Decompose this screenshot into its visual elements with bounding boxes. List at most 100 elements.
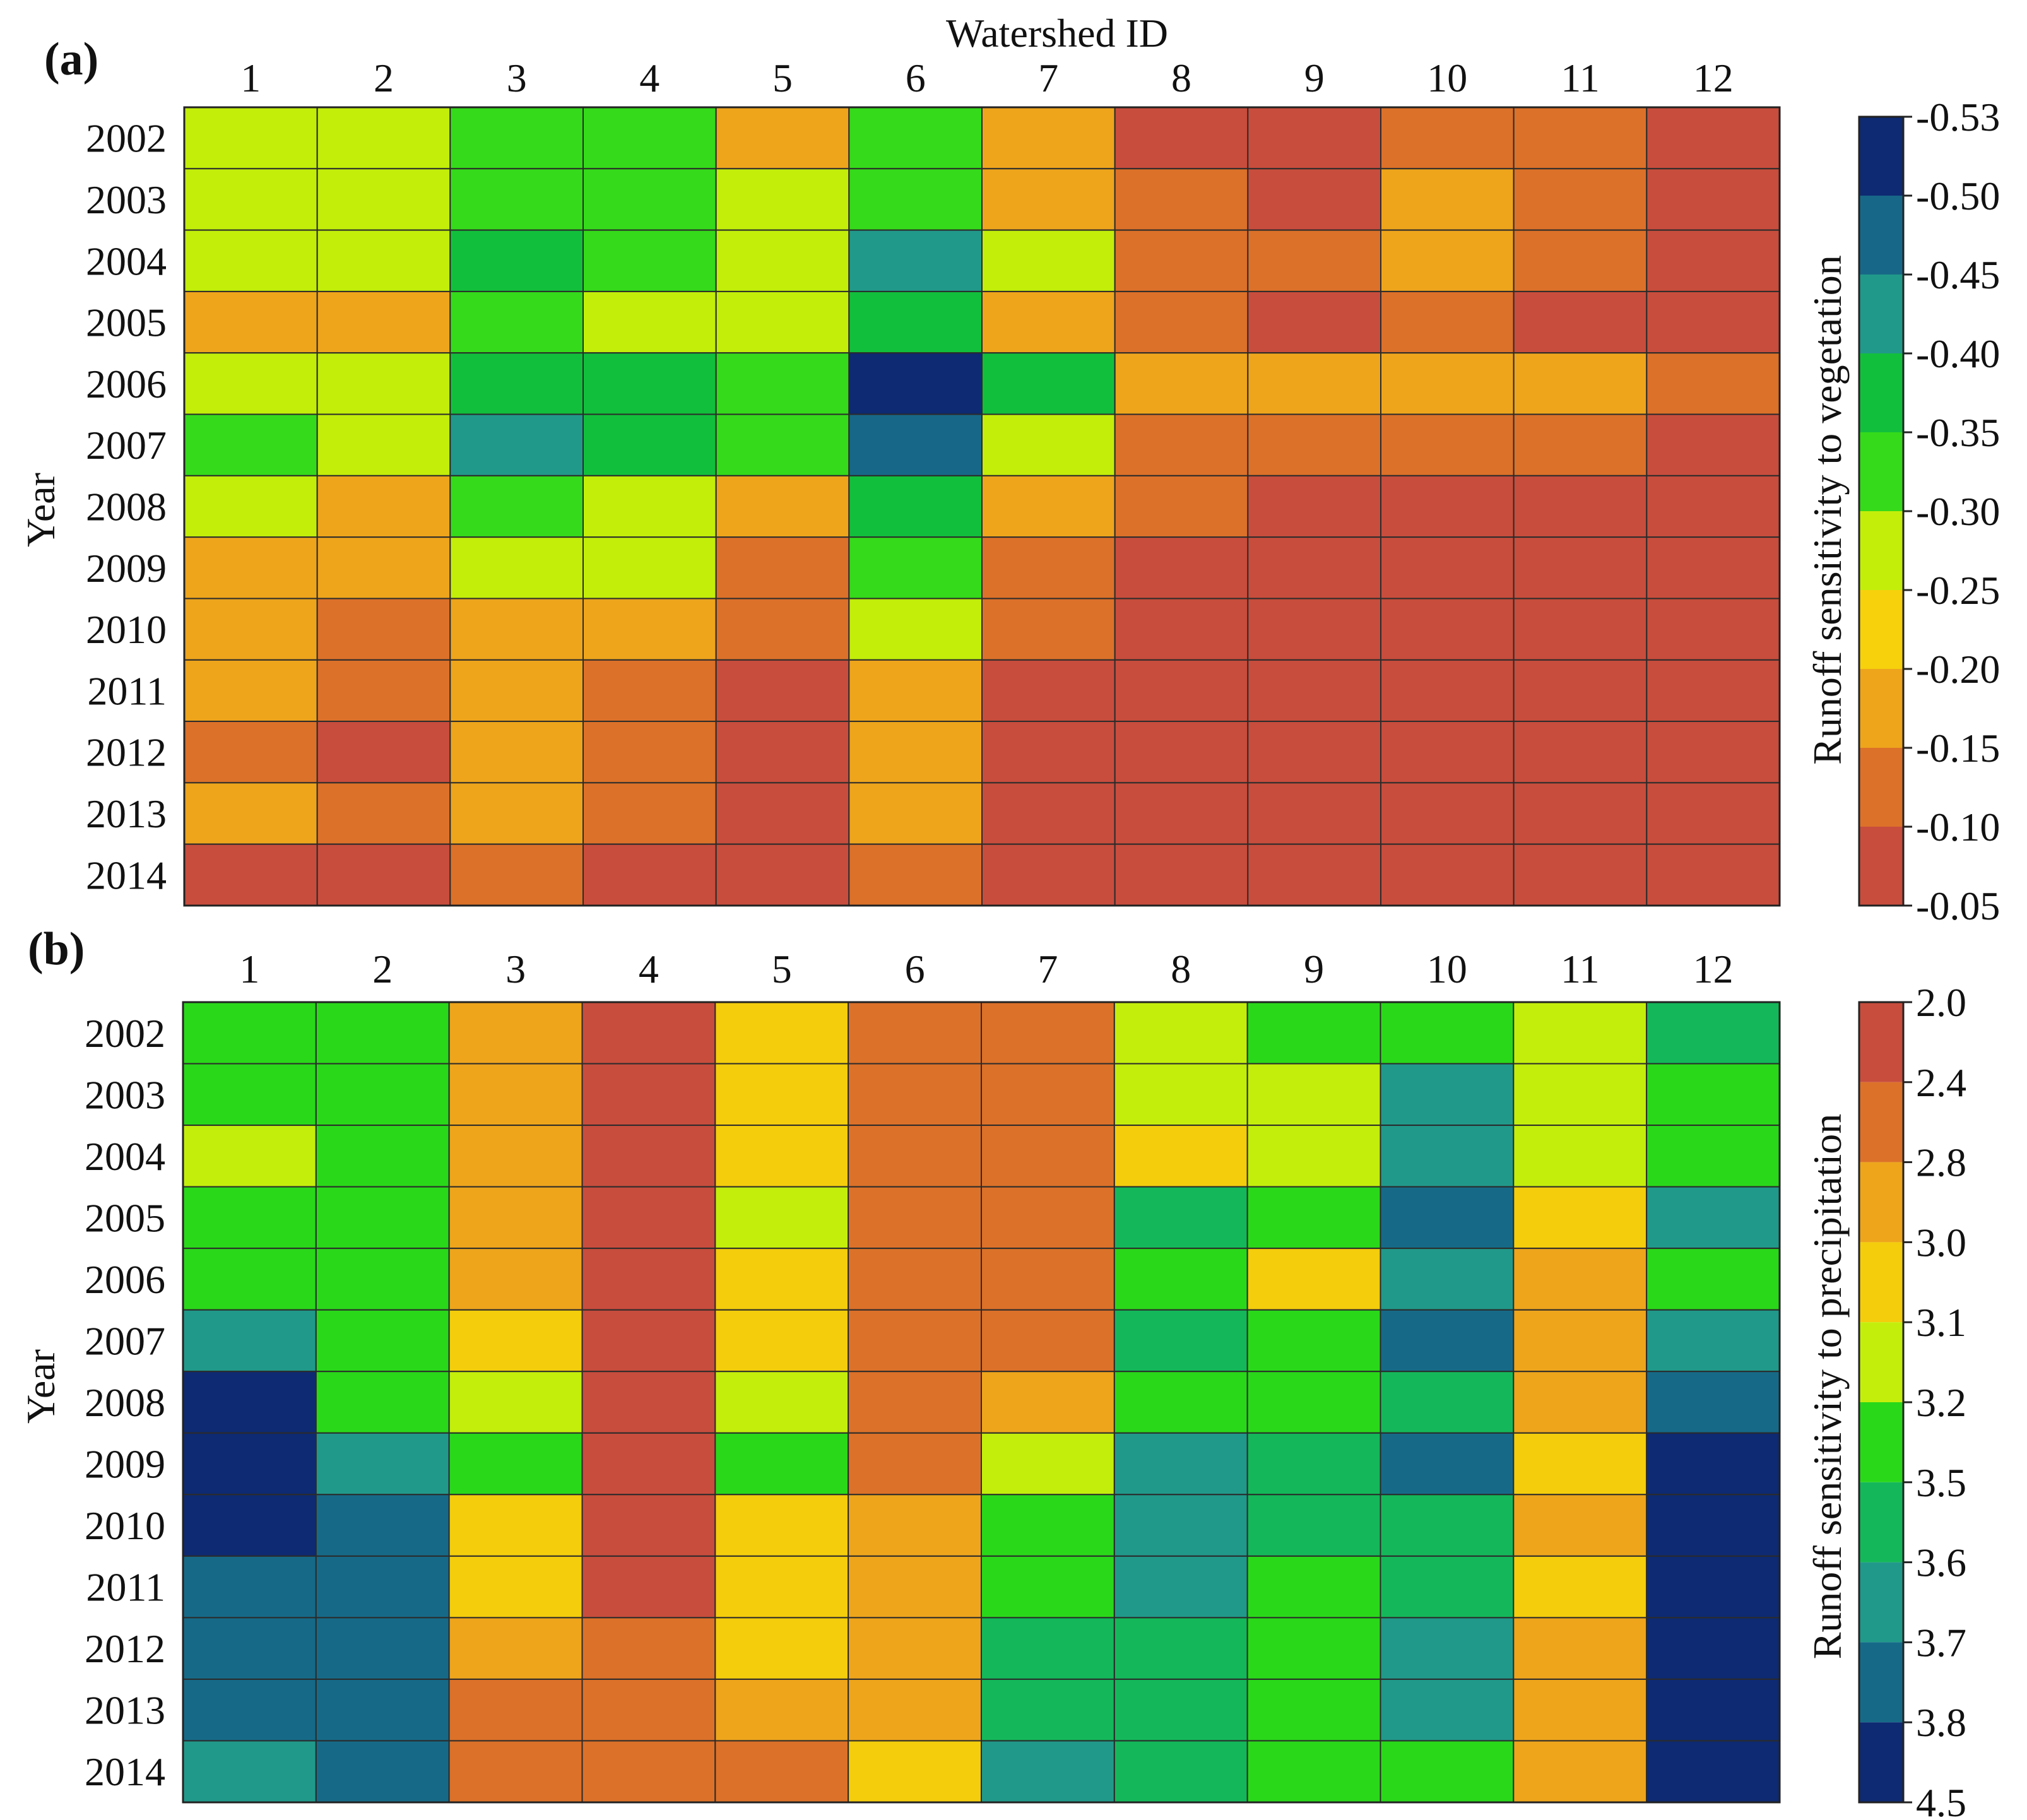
y-tick-label: 2006 — [85, 1257, 165, 1302]
heatmap-cell — [1646, 1248, 1780, 1311]
heatmap-cell — [1513, 1248, 1648, 1311]
y-tick-label: 2008 — [85, 1380, 165, 1425]
heatmap-cell — [1646, 1494, 1780, 1557]
heatmap-cell — [1513, 290, 1648, 354]
panel-b-yticks: 2002 2003 2004 2005 2006 2007 2008 2009 2010 2011… — [85, 1011, 165, 1794]
y-tick-label: 2002 — [85, 1011, 165, 1056]
x-tick-label: 2 — [372, 947, 393, 991]
heatmap-cell — [184, 168, 318, 231]
heatmap-cell — [1513, 843, 1648, 906]
colorbar-segment — [1859, 1322, 1903, 1402]
heatmap-cell — [182, 1002, 317, 1065]
heatmap-cell — [981, 413, 1116, 476]
heatmap-cell — [714, 1371, 849, 1434]
heatmap-cell — [315, 1309, 450, 1373]
heatmap-cell — [714, 1186, 849, 1250]
heatmap-cell — [1380, 1678, 1515, 1742]
y-tick-label: 2006 — [86, 362, 167, 406]
heatmap-cell — [1380, 1555, 1515, 1619]
panel-b-colorbar: 2.0 2.4 2.8 3.0 3.1 3.2 3.5 3.6 3.7 3.8 4.5 — [1858, 980, 1966, 1820]
heatmap-cell — [582, 107, 717, 170]
heatmap-cell — [1513, 1740, 1648, 1803]
x-tick-label: 4 — [639, 947, 659, 991]
heatmap-cell — [715, 475, 850, 538]
colorbar-tick-label: 3.5 — [1916, 1460, 1966, 1505]
heatmap-cell — [1646, 290, 1781, 354]
heatmap-cell — [316, 475, 451, 538]
heatmap-cell — [1646, 413, 1781, 476]
heatmap-cell — [1247, 598, 1381, 661]
heatmap-cell — [1646, 1371, 1780, 1434]
heatmap-cell — [981, 782, 1116, 845]
heatmap-cell — [715, 352, 850, 415]
heatmap-cell — [1247, 843, 1381, 906]
panel-a-ylabel: Year — [18, 473, 63, 547]
heatmap-cell — [981, 1555, 1115, 1619]
y-tick-label: 2003 — [86, 177, 167, 222]
heatmap-cell — [981, 1617, 1115, 1680]
heatmap-cell — [448, 1494, 583, 1557]
heatmap-cell — [1513, 1309, 1648, 1373]
heatmap-cell — [1646, 1617, 1780, 1680]
heatmap-cell — [1114, 598, 1249, 661]
colorbar-segment — [1859, 275, 1903, 353]
heatmap-cell — [449, 475, 584, 538]
x-tick-label: 4 — [639, 56, 659, 100]
heatmap-cell — [1380, 1494, 1515, 1557]
panel-b-colorbar-label: Runoff sensitivity to precipitation — [1805, 1114, 1850, 1660]
heatmap-cell — [1646, 1063, 1780, 1126]
heatmap-cell — [1380, 168, 1515, 231]
heatmap-cell — [1113, 1186, 1248, 1250]
y-tick-label: 2014 — [85, 1749, 165, 1794]
heatmap-cell — [1247, 536, 1381, 600]
heatmap-cell — [715, 782, 850, 845]
heatmap-cell — [1246, 1125, 1381, 1188]
heatmap-cell — [1646, 1002, 1780, 1065]
heatmap-cell — [981, 290, 1116, 354]
heatmap-cell — [1247, 782, 1381, 845]
heatmap-cell — [582, 782, 717, 845]
heatmap-cell — [316, 659, 451, 723]
heatmap-cell — [1380, 659, 1515, 723]
heatmap-cell — [1380, 1740, 1515, 1803]
heatmap-cell — [1114, 168, 1249, 231]
heatmap-cell — [1646, 1555, 1780, 1619]
y-tick-label: 2011 — [87, 668, 167, 713]
heatmap-cell — [848, 229, 983, 292]
heatmap-cell — [848, 843, 983, 906]
heatmap-cell — [1114, 107, 1249, 170]
heatmap-cell — [582, 843, 717, 906]
heatmap-cell — [1513, 1063, 1648, 1126]
heatmap-cell — [715, 721, 850, 784]
heatmap-cell — [184, 721, 318, 784]
heatmap-cell — [316, 168, 451, 231]
heatmap-cell — [981, 1432, 1115, 1496]
colorbar-tick-label: -0.40 — [1916, 331, 2000, 376]
heatmap-cell — [981, 1063, 1115, 1126]
x-tick-label: 7 — [1038, 56, 1058, 100]
colorbar-segment — [1859, 1482, 1903, 1563]
heatmap-cell — [1114, 843, 1249, 906]
heatmap-cell — [582, 475, 717, 538]
heatmap-cell — [1113, 1248, 1248, 1311]
heatmap-cell — [715, 413, 850, 476]
colorbar-tick-label: 3.8 — [1916, 1700, 1966, 1745]
heatmap-cell — [182, 1740, 317, 1803]
heatmap-cell — [315, 1555, 450, 1619]
x-tick-label: 7 — [1037, 947, 1058, 991]
heatmap-cell — [714, 1494, 849, 1557]
heatmap-cell — [184, 536, 318, 600]
heatmap-cell — [1246, 1063, 1381, 1126]
heatmap-cell — [1513, 1002, 1648, 1065]
heatmap-cell — [581, 1678, 716, 1742]
heatmap-cell — [848, 1248, 983, 1311]
heatmap-cell — [1646, 659, 1781, 723]
heatmap-cell — [1380, 536, 1515, 600]
heatmap-cell — [316, 721, 451, 784]
heatmap-cell — [1114, 352, 1249, 415]
heatmap-cell — [1114, 721, 1249, 784]
colorbar-segment — [1859, 117, 1903, 196]
heatmap-cell — [981, 475, 1116, 538]
heatmap-border — [183, 106, 1781, 907]
heatmap-cell — [449, 352, 584, 415]
